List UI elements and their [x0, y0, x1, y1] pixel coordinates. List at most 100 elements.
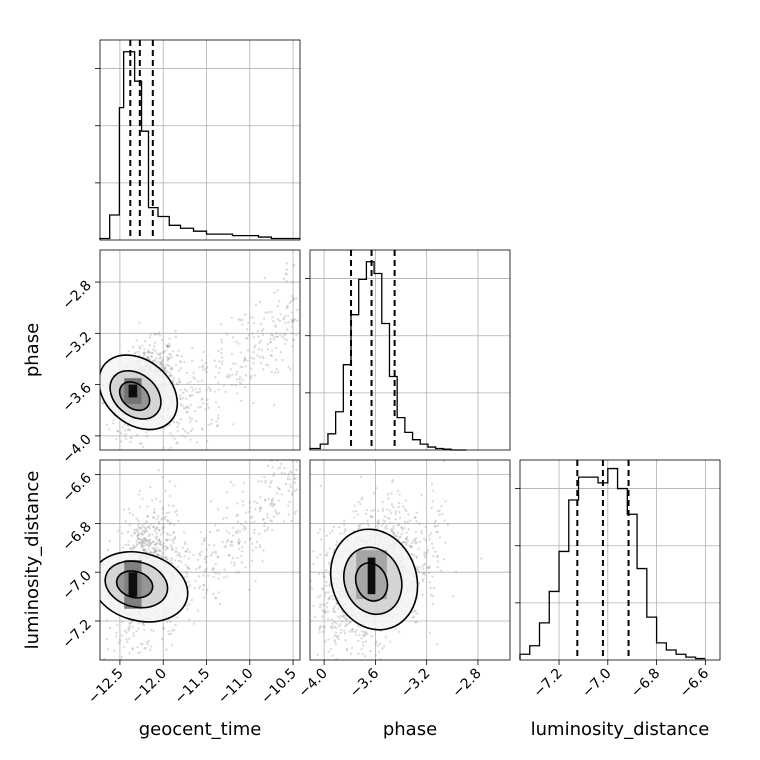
scatter-point: [197, 587, 201, 590]
scatter-point: [231, 557, 234, 560]
scatter-point: [266, 347, 270, 351]
scatter-point: [146, 525, 150, 529]
scatter-point: [235, 373, 238, 376]
scatter-point: [382, 522, 385, 525]
scatter-point: [158, 554, 161, 557]
scatter-point: [144, 528, 147, 531]
scatter-point: [162, 626, 165, 630]
scatter-point: [391, 478, 394, 482]
scatter-point: [168, 374, 171, 378]
scatter-point: [170, 644, 173, 647]
scatter-point: [239, 365, 243, 368]
scatter-point: [108, 627, 112, 630]
scatter-point: [319, 553, 322, 557]
scatter-point: [141, 529, 144, 532]
scatter-point: [204, 569, 208, 572]
scatter-point: [328, 561, 331, 564]
scatter-point: [418, 582, 421, 585]
scatter-point: [166, 558, 169, 561]
scatter-point: [366, 519, 369, 522]
scatter-point: [274, 324, 277, 327]
scatter-point: [143, 548, 146, 552]
scatter-point: [141, 497, 144, 500]
scatter-point: [164, 369, 167, 372]
ylabel-luminosity-distance: luminosity_distance: [22, 471, 43, 650]
scatter-point: [138, 505, 142, 508]
scatter-point: [173, 559, 177, 562]
scatter-point: [243, 541, 247, 544]
scatter-point: [161, 358, 165, 362]
scatter-point: [152, 348, 155, 351]
scatter-point: [326, 551, 329, 554]
scatter-point: [430, 532, 433, 535]
scatter-point: [161, 475, 164, 479]
scatter-point: [175, 442, 178, 445]
scatter-point: [160, 361, 163, 365]
scatter-point: [185, 575, 189, 578]
scatter-point: [250, 375, 253, 378]
scatter-point: [141, 548, 145, 551]
scatter-point: [145, 539, 149, 542]
scatter-point: [159, 500, 162, 503]
scatter-point: [284, 332, 287, 335]
scatter-point: [410, 545, 413, 548]
scatter-point: [198, 366, 201, 369]
scatter-point: [155, 535, 159, 538]
scatter-point: [164, 349, 167, 352]
scatter-point: [177, 519, 180, 523]
scatter-point: [155, 541, 159, 544]
scatter-point: [370, 515, 373, 518]
scatter-point: [409, 545, 413, 549]
scatter-point: [266, 342, 269, 346]
scatter-point: [350, 628, 354, 632]
scatter-point: [154, 536, 157, 539]
scatter-point: [250, 559, 253, 562]
scatter-point: [135, 539, 138, 543]
histogram-step: [519, 467, 706, 660]
scatter-point: [329, 648, 333, 651]
scatter-point: [291, 319, 294, 323]
scatter-point: [339, 623, 342, 626]
scatter-point: [271, 497, 275, 500]
scatter-point: [328, 532, 332, 535]
scatter-point: [128, 622, 131, 626]
scatter-point: [144, 550, 148, 554]
scatter-point: [139, 526, 142, 530]
scatter-point: [400, 532, 403, 536]
scatter-point: [158, 522, 161, 526]
scatter-point: [286, 477, 289, 481]
scatter-point: [388, 509, 392, 513]
scatter-point: [203, 570, 206, 574]
scatter-point: [144, 548, 147, 551]
scatter-point: [147, 535, 150, 538]
scatter-point: [402, 505, 405, 508]
scatter-point: [172, 531, 175, 534]
scatter-point: [244, 336, 248, 340]
scatter-point: [207, 406, 210, 409]
scatter-point: [162, 526, 166, 529]
scatter-point: [254, 580, 257, 583]
scatter-point: [201, 397, 204, 400]
scatter-point: [208, 543, 211, 547]
scatter-point: [446, 523, 450, 526]
scatter-point: [245, 328, 249, 331]
scatter-point: [237, 538, 241, 541]
scatter-point: [421, 579, 425, 583]
scatter-point: [285, 305, 289, 308]
scatter-point: [225, 375, 229, 378]
scatter-point: [158, 541, 161, 545]
scatter-point: [186, 547, 190, 551]
axes-frame: [99, 459, 301, 661]
scatter-point: [249, 537, 252, 540]
scatter-point: [240, 554, 243, 558]
scatter-point: [382, 645, 386, 648]
scatter-point: [387, 497, 390, 500]
scatter-point: [344, 624, 347, 628]
scatter-point: [389, 521, 392, 525]
scatter-point: [159, 356, 163, 359]
scatter-point: [202, 584, 205, 587]
scatter-point: [132, 544, 135, 547]
scatter-point: [261, 328, 265, 331]
scatter-point: [137, 493, 141, 496]
scatter-point: [288, 470, 292, 473]
